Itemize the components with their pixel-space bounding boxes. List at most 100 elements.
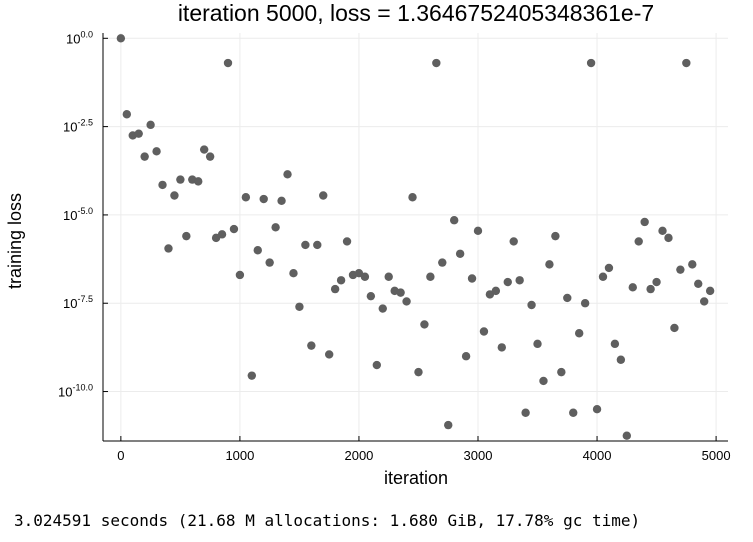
data-point (116, 34, 126, 43)
x-axis-label: iteration (384, 468, 448, 488)
data-point (682, 58, 691, 68)
data-point (313, 240, 322, 250)
data-point (414, 367, 423, 377)
data-point (426, 272, 435, 281)
console-output: 3.024591 seconds (21.68 M allocations: 1… (14, 511, 641, 530)
x-tick-label: 2000 (344, 448, 373, 463)
data-point (449, 216, 459, 225)
data-point (432, 58, 441, 68)
scatter-chart: 0 1000 2000 3000 4000 5000 100.010-2.510-5.01… (5, 0, 731, 488)
data-point (307, 341, 316, 350)
data-point (223, 58, 233, 68)
grid-lines (103, 33, 728, 441)
data-point (467, 274, 477, 283)
y-tick-label: 10-10.0 (58, 383, 93, 400)
data-point (569, 408, 578, 417)
data-point (616, 355, 626, 364)
data-point (301, 240, 310, 250)
data-point (545, 260, 554, 269)
chart-title: iteration 5000, loss = 1.364675240534836… (178, 0, 654, 26)
data-points (116, 34, 715, 440)
data-point (324, 350, 334, 359)
data-point (152, 147, 161, 156)
data-point (676, 265, 685, 274)
data-point (610, 339, 620, 349)
x-tick-label: 4000 (583, 448, 612, 463)
data-point (235, 270, 245, 280)
data-point (420, 320, 429, 329)
data-point (574, 329, 584, 338)
data-point (134, 129, 143, 138)
data-point (670, 323, 679, 333)
y-tick-labels: 100.0 10-2.5 10-5.0 10-7.5 10-10.0 (58, 29, 93, 399)
x-tick-label: 1000 (225, 448, 254, 463)
data-point (688, 260, 697, 269)
data-point (384, 272, 393, 281)
data-point (319, 191, 328, 200)
data-point (247, 371, 257, 380)
data-point (360, 272, 370, 281)
data-point (592, 405, 602, 414)
data-point (479, 327, 489, 336)
data-point (551, 231, 560, 241)
data-point (182, 231, 191, 241)
data-point (194, 177, 203, 186)
data-point (539, 376, 548, 386)
data-point (158, 180, 167, 190)
data-point (503, 277, 512, 287)
x-tick-label: 3000 (464, 448, 493, 463)
data-point (455, 249, 465, 258)
data-point (521, 408, 530, 417)
data-point (336, 276, 346, 285)
data-point (438, 258, 447, 267)
data-point (598, 272, 608, 281)
data-point (646, 284, 655, 294)
data-point (372, 360, 382, 370)
data-point (199, 145, 209, 154)
data-point (604, 263, 614, 273)
data-point (277, 196, 286, 205)
data-point (491, 286, 501, 296)
data-point (402, 297, 411, 306)
data-point (378, 304, 387, 313)
data-point (694, 279, 703, 289)
data-point (557, 367, 566, 377)
data-point (366, 291, 376, 301)
data-point (229, 224, 239, 234)
data-point (497, 343, 507, 352)
data-point (259, 194, 268, 204)
data-point (628, 283, 637, 292)
data-point (563, 293, 572, 303)
data-point (509, 237, 518, 246)
data-point (164, 244, 173, 253)
y-tick-label: 10-2.5 (63, 118, 93, 135)
data-point (283, 170, 292, 179)
data-point (330, 284, 340, 294)
data-point (652, 277, 661, 287)
data-point (527, 300, 536, 310)
data-point (473, 226, 483, 236)
data-point (461, 352, 471, 361)
data-point (289, 269, 298, 278)
data-point (253, 246, 262, 255)
data-point (146, 120, 155, 130)
data-point (664, 233, 673, 243)
data-point (176, 175, 185, 184)
data-point (515, 276, 524, 285)
data-point (295, 302, 304, 311)
data-point (217, 230, 227, 239)
data-point (533, 339, 542, 349)
data-point (396, 288, 405, 297)
x-tick-labels: 0 1000 2000 3000 4000 5000 (117, 448, 730, 463)
data-point (170, 191, 179, 200)
x-tick-label: 5000 (702, 448, 731, 463)
y-axis-label: training loss (5, 193, 25, 289)
x-tick-label: 0 (117, 448, 124, 463)
data-point (241, 193, 251, 202)
data-point (122, 110, 132, 119)
data-point (444, 420, 453, 430)
data-point (265, 258, 274, 267)
axes (102, 33, 728, 442)
data-point (408, 193, 417, 202)
data-point (658, 226, 667, 236)
